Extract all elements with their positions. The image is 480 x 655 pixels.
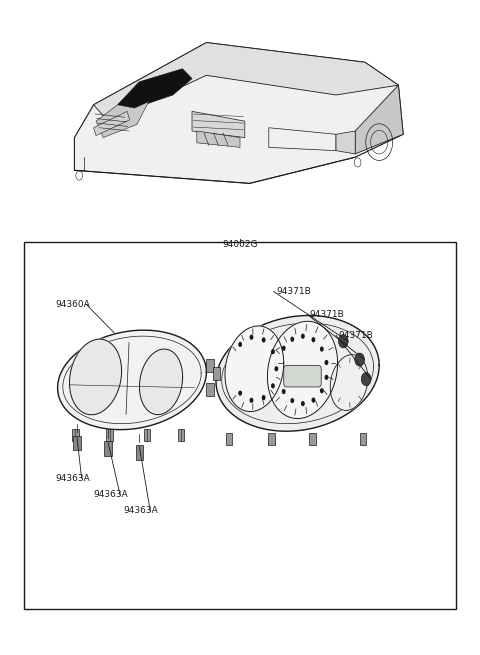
Circle shape	[301, 401, 305, 406]
Polygon shape	[216, 316, 379, 431]
Circle shape	[290, 337, 294, 342]
Bar	[178, 429, 184, 441]
Circle shape	[338, 335, 348, 348]
Bar	[226, 433, 232, 445]
Polygon shape	[96, 102, 149, 138]
Circle shape	[271, 383, 275, 388]
Circle shape	[324, 375, 328, 380]
Circle shape	[301, 333, 305, 339]
Circle shape	[271, 349, 275, 354]
Polygon shape	[330, 354, 368, 411]
Circle shape	[324, 360, 328, 365]
Polygon shape	[355, 85, 403, 154]
Text: 94002G: 94002G	[222, 240, 258, 250]
Bar	[24, 242, 456, 609]
Polygon shape	[70, 339, 121, 415]
Polygon shape	[336, 131, 355, 154]
Bar	[136, 445, 144, 460]
Bar	[206, 383, 214, 396]
Bar	[107, 429, 113, 441]
Circle shape	[282, 389, 286, 394]
Polygon shape	[118, 69, 192, 108]
Bar	[309, 433, 316, 445]
Bar	[72, 429, 79, 441]
Polygon shape	[74, 43, 403, 183]
Circle shape	[312, 398, 315, 403]
Polygon shape	[225, 326, 284, 411]
Circle shape	[312, 337, 315, 343]
Bar	[73, 436, 81, 450]
Circle shape	[262, 337, 265, 343]
Circle shape	[320, 346, 324, 352]
Bar	[144, 429, 150, 441]
Bar	[268, 433, 275, 445]
Bar	[213, 367, 220, 380]
Text: 94363A: 94363A	[124, 506, 158, 515]
Text: 94371B: 94371B	[338, 331, 373, 340]
Circle shape	[250, 335, 253, 340]
Circle shape	[320, 388, 324, 394]
Bar	[360, 433, 366, 445]
Polygon shape	[58, 330, 206, 430]
Polygon shape	[192, 111, 245, 138]
Text: 94363A: 94363A	[94, 490, 128, 499]
Bar	[104, 441, 112, 456]
Polygon shape	[197, 131, 240, 147]
Circle shape	[238, 390, 242, 396]
Circle shape	[290, 398, 294, 403]
Polygon shape	[94, 43, 398, 121]
FancyBboxPatch shape	[284, 365, 321, 387]
Text: 94360A: 94360A	[55, 300, 90, 309]
Circle shape	[262, 395, 265, 400]
Circle shape	[361, 373, 371, 386]
Polygon shape	[267, 322, 337, 419]
Circle shape	[238, 342, 242, 347]
Circle shape	[275, 366, 278, 371]
Circle shape	[250, 398, 253, 403]
Polygon shape	[94, 111, 130, 136]
Polygon shape	[140, 349, 182, 415]
Text: 94371B: 94371B	[276, 287, 311, 296]
Text: 94371B: 94371B	[310, 310, 344, 319]
Text: 94363A: 94363A	[55, 474, 90, 483]
Circle shape	[282, 346, 286, 351]
Bar	[206, 358, 214, 371]
Circle shape	[355, 353, 364, 366]
